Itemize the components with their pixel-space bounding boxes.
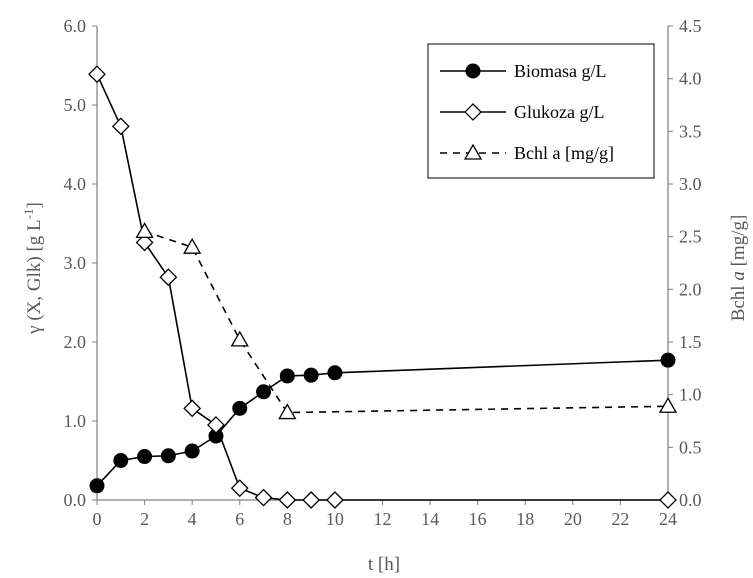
y-right-tick-label: 3.0 xyxy=(679,174,702,194)
series-0-point xyxy=(303,367,319,383)
legend: Biomasa g/L Glukoza g/L Bchl a [mg/g] xyxy=(427,43,655,179)
x-tick-label: 4 xyxy=(188,509,197,529)
y-axis-left-title-suffix: ] xyxy=(24,202,45,208)
y-right-tick-label: 2.0 xyxy=(679,279,702,299)
series-1-point xyxy=(325,491,344,509)
y-right-tick-label: 1.0 xyxy=(679,385,702,405)
legend-marker-2 xyxy=(463,143,483,160)
y-right-tick-label: 4.5 xyxy=(679,16,702,36)
y-right-tick-label: 2.5 xyxy=(679,227,702,247)
series-0-point xyxy=(327,365,343,381)
legend-label-0: Biomasa g/L xyxy=(514,61,607,81)
y-right-tick-label: 1.5 xyxy=(679,332,702,352)
x-tick-label: 2 xyxy=(140,509,149,529)
series-line-0 xyxy=(96,359,669,487)
y-axis-left-title: γ (X, Glk) [g L-1] xyxy=(21,202,46,335)
series-1-point xyxy=(88,65,106,84)
series-0-point xyxy=(232,400,248,416)
y-left-tick-label: 2.0 xyxy=(64,332,87,352)
series-2 xyxy=(135,222,678,420)
series-2-point xyxy=(183,237,202,254)
series-2-point xyxy=(278,403,297,420)
series-1-point xyxy=(302,491,321,509)
series-1-point xyxy=(207,416,225,434)
series-1-point xyxy=(230,479,249,498)
series-2-point xyxy=(135,222,154,239)
x-tick-label: 22 xyxy=(611,509,629,529)
y-axis-right-title-suffix: [mg/g] xyxy=(728,215,749,271)
series-layer xyxy=(88,65,678,509)
y-axis-right-title-prefix: Bchl xyxy=(728,281,749,322)
series-0-point xyxy=(279,368,295,384)
y-axis-right-title-italic: a xyxy=(728,271,749,281)
x-tick-label: 12 xyxy=(374,509,392,529)
series-0-point xyxy=(256,384,272,400)
x-tick-label: 24 xyxy=(659,509,677,529)
series-1-point xyxy=(183,399,202,418)
series-0-point xyxy=(137,449,153,465)
y-right-tick-label: 4.0 xyxy=(679,69,702,89)
series-0-point xyxy=(160,448,176,464)
y-right-tick-label: 0.0 xyxy=(679,490,702,510)
y-left-tick-label: 0.0 xyxy=(64,490,87,510)
x-tick-label: 6 xyxy=(235,509,244,529)
x-tick-label: 10 xyxy=(326,509,344,529)
series-0-point xyxy=(184,443,200,459)
series-1-point xyxy=(159,268,178,287)
x-tick-label: 20 xyxy=(564,509,582,529)
series-2-point xyxy=(658,396,678,413)
series-1-point xyxy=(278,491,297,509)
y-left-tick-label: 1.0 xyxy=(64,411,87,431)
legend-label-2: Bchl a [mg/g] xyxy=(514,143,614,163)
x-tick-label: 18 xyxy=(516,509,534,529)
legend-label-1: Glukoza g/L xyxy=(514,102,604,122)
y-left-tick-label: 4.0 xyxy=(64,174,87,194)
legend-marker-0 xyxy=(465,63,481,79)
series-0-point xyxy=(113,453,129,468)
x-tick-label: 14 xyxy=(421,509,439,529)
x-tick-label: 16 xyxy=(469,509,487,529)
series-1-point xyxy=(254,488,273,507)
y-left-tick-label: 6.0 xyxy=(64,16,87,36)
series-1-point xyxy=(111,117,130,136)
y-axis-right-title: Bchl a [mg/g] xyxy=(728,215,749,322)
y-right-tick-label: 0.5 xyxy=(679,437,702,457)
x-tick-label: 8 xyxy=(283,509,292,529)
series-1-point xyxy=(135,233,154,252)
y-left-tick-label: 5.0 xyxy=(64,95,87,115)
tick-labels: 0 2 4 6 8 10 12 14 16 18 20 22 240.01.02.03.04.05.06… xyxy=(64,16,702,529)
series-1-point xyxy=(659,491,677,509)
x-axis-title: t [h] xyxy=(368,554,400,575)
series-line-2 xyxy=(144,230,669,414)
y-axis-left-title-prefix: γ (X, Glk) [g L xyxy=(24,219,45,334)
y-left-tick-label: 3.0 xyxy=(64,253,87,273)
series-0 xyxy=(89,352,676,494)
y-right-tick-label: 3.5 xyxy=(679,121,702,141)
series-0-point xyxy=(89,478,105,494)
series-2-point xyxy=(230,330,249,347)
y-axis-left-title-superscript: -1 xyxy=(21,209,36,220)
series-0-point xyxy=(660,352,676,368)
x-tick-label: 0 xyxy=(93,509,102,529)
legend-marker-1 xyxy=(464,103,482,121)
series-1 xyxy=(88,65,677,509)
